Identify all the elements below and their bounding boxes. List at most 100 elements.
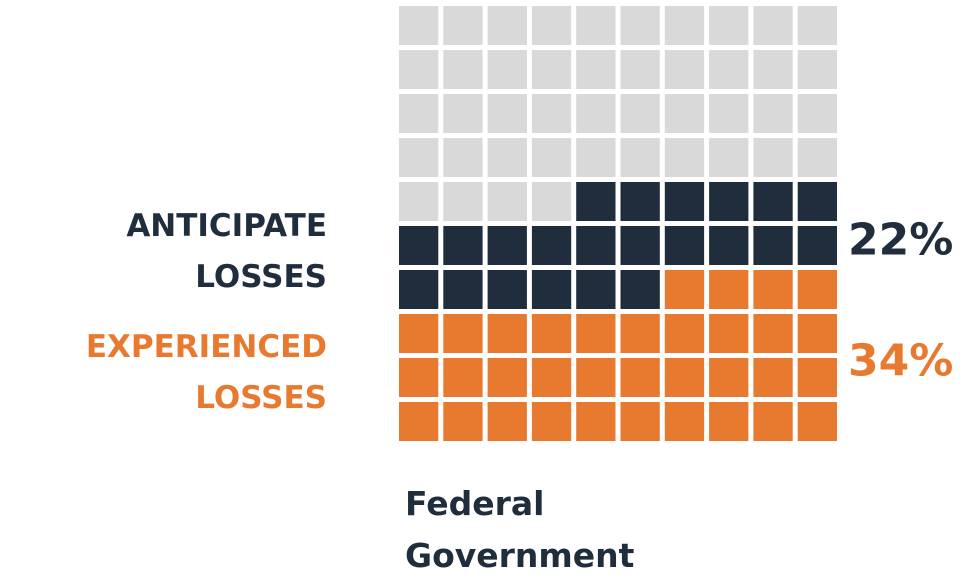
- empty-cell: [443, 182, 483, 221]
- waffle-cell: [797, 402, 837, 441]
- empty-cell: [620, 6, 660, 45]
- waffle-cell: [487, 226, 527, 265]
- waffle-cell: [576, 270, 616, 309]
- empty-cell: [620, 50, 660, 89]
- empty-cell: [709, 138, 749, 177]
- empty-cell: [487, 50, 527, 89]
- waffle-cell: [576, 314, 616, 353]
- empty-cell: [487, 138, 527, 177]
- waffle-cell: [753, 270, 793, 309]
- empty-cell: [797, 6, 837, 45]
- waffle-cell: [620, 402, 660, 441]
- empty-cell: [399, 138, 439, 177]
- waffle-cell: [443, 270, 483, 309]
- waffle-cell: [443, 402, 483, 441]
- waffle-cell: [576, 182, 616, 221]
- waffle-cell: [487, 270, 527, 309]
- waffle-cell: [399, 402, 439, 441]
- waffle-cell: [620, 314, 660, 353]
- empty-cell: [709, 50, 749, 89]
- empty-cell: [664, 50, 705, 89]
- waffle-cell: [797, 358, 837, 397]
- waffle-cell: [797, 182, 837, 221]
- waffle-cell: [709, 358, 749, 397]
- empty-cell: [443, 50, 483, 89]
- empty-cell: [531, 94, 572, 133]
- empty-cell: [576, 50, 616, 89]
- empty-cell: [531, 182, 572, 221]
- value-label: 34%: [848, 335, 954, 387]
- waffle-cell: [620, 358, 660, 397]
- waffle-cell: [664, 270, 705, 309]
- waffle-cell: [399, 226, 439, 265]
- waffle-cell: [531, 314, 572, 353]
- empty-cell: [576, 6, 616, 45]
- empty-cell: [399, 94, 439, 133]
- empty-cell: [576, 94, 616, 133]
- empty-cell: [443, 94, 483, 133]
- empty-cell: [753, 94, 793, 133]
- waffle-cell: [709, 226, 749, 265]
- empty-cell: [531, 6, 572, 45]
- waffle-cell: [399, 358, 439, 397]
- waffle-cell: [531, 270, 572, 309]
- series-label: EXPERIENCED LOSSES: [85, 329, 327, 417]
- waffle-cell: [531, 226, 572, 265]
- waffle-cell: [753, 358, 793, 397]
- empty-cell: [709, 94, 749, 133]
- waffle-cell: [487, 402, 527, 441]
- waffle-cell: [664, 226, 705, 265]
- waffle-cell: [576, 402, 616, 441]
- empty-cell: [487, 182, 527, 221]
- waffle-cell: [443, 226, 483, 265]
- waffle-cell: [487, 358, 527, 397]
- series-label: ANTICIPATE LOSSES: [126, 207, 327, 295]
- empty-cell: [709, 6, 749, 45]
- waffle-cell: [620, 182, 660, 221]
- waffle-cell: [709, 314, 749, 353]
- waffle-cell: [664, 358, 705, 397]
- empty-cell: [576, 138, 616, 177]
- waffle-cell: [399, 314, 439, 353]
- waffle-cell: [664, 182, 705, 221]
- empty-cell: [443, 6, 483, 45]
- empty-cell: [399, 50, 439, 89]
- waffle-cell: [797, 314, 837, 353]
- empty-cell: [797, 50, 837, 89]
- empty-cell: [443, 138, 483, 177]
- waffle-cell: [531, 358, 572, 397]
- empty-cell: [487, 94, 527, 133]
- waffle-cell: [797, 270, 837, 309]
- value-label: 22%: [848, 214, 954, 265]
- empty-cell: [753, 6, 793, 45]
- waffle-cell: [753, 226, 793, 265]
- waffle-cell: [797, 226, 837, 265]
- waffle-cell: [709, 402, 749, 441]
- waffle-cell: [576, 358, 616, 397]
- category-label: Federal Government: [405, 484, 635, 575]
- empty-cell: [620, 138, 660, 177]
- empty-cell: [664, 94, 705, 133]
- waffle-cell: [664, 402, 705, 441]
- waffle-cell: [753, 402, 793, 441]
- empty-cell: [531, 50, 572, 89]
- waffle-cell: [487, 314, 527, 353]
- empty-cell: [620, 94, 660, 133]
- empty-cell: [753, 50, 793, 89]
- waffle-cell: [531, 402, 572, 441]
- waffle-cell: [664, 314, 705, 353]
- empty-cell: [487, 6, 527, 45]
- waffle-cell: [399, 270, 439, 309]
- empty-cell: [664, 6, 705, 45]
- waffle-cell: [709, 182, 749, 221]
- empty-cell: [399, 6, 439, 45]
- empty-cell: [797, 94, 837, 133]
- empty-cell: [753, 138, 793, 177]
- waffle-cell: [576, 226, 616, 265]
- waffle-cell: [753, 182, 793, 221]
- empty-cell: [531, 138, 572, 177]
- empty-cell: [797, 138, 837, 177]
- waffle-cell: [443, 314, 483, 353]
